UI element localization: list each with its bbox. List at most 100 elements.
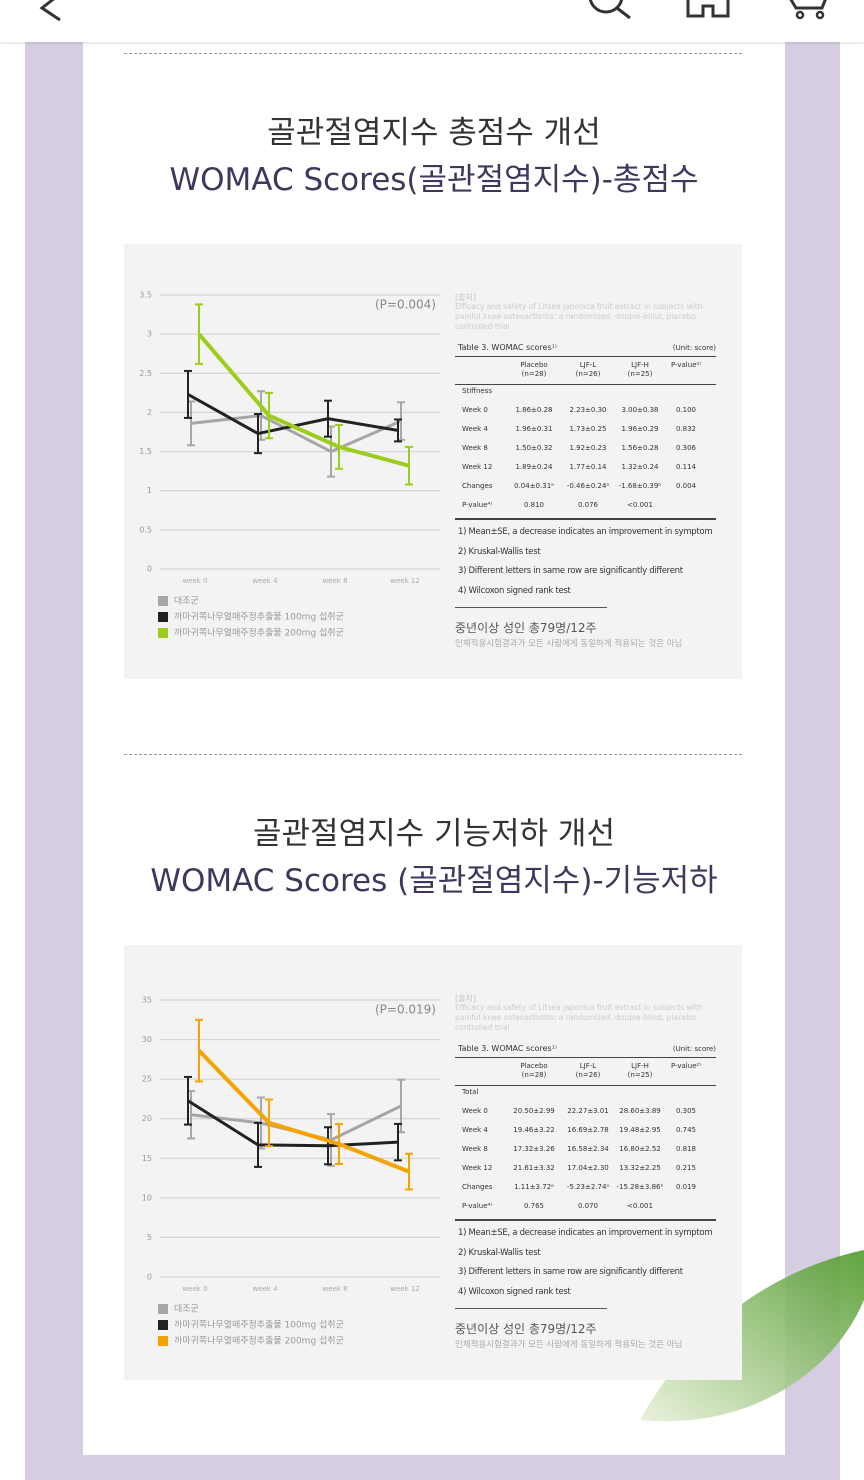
table-note: 3) Different letters in same row are sig… <box>458 566 683 576</box>
table-note: 2) Kruskal-Wallis test <box>458 1247 541 1258</box>
table-cell: 22.27±3.01 <box>567 1107 609 1115</box>
study-summary: 중년이상 성인 총79명/12주 <box>455 1322 597 1336</box>
table-cell: 13.32±2.25 <box>619 1164 661 1172</box>
table-cell: 0.832 <box>675 425 697 433</box>
table-note: 1) Mean±SE, a decrease indicates an impr… <box>458 1228 713 1238</box>
column-header: LJF-L <box>579 361 597 369</box>
row-label: P-value⁴⁾ <box>462 501 493 509</box>
y-tick-label: 30 <box>142 1035 152 1044</box>
table-cell: 0.114 <box>675 463 697 471</box>
table-cell: 0.076 <box>577 501 599 509</box>
table-rule <box>455 518 716 520</box>
y-tick-label: 15 <box>142 1154 152 1163</box>
y-tick-label: 0 <box>147 565 152 574</box>
error-bar <box>265 1098 273 1148</box>
legend-swatch <box>158 628 168 638</box>
table-cell: <0.001 <box>627 1202 653 1210</box>
table-cell: <0.001 <box>627 501 653 509</box>
column-header: P-value²⁾ <box>670 1062 702 1070</box>
table-note: 4) Wilcoxon signed rank test <box>458 585 571 596</box>
y-tick-label: 25 <box>142 1075 152 1084</box>
x-tick-label: week 12 <box>390 1285 420 1293</box>
search-button[interactable] <box>588 0 631 20</box>
chart: 0 0.5 1 1.5 2 2.5 3 3.5 week 0 week 4 week 8 week 1… <box>139 291 440 639</box>
column-header: Placebo <box>520 1062 548 1070</box>
back-button[interactable] <box>39 0 61 22</box>
table-cell: 1.77±0.14 <box>569 463 607 471</box>
section-title: 골관절염지수 총점수 개선 <box>267 115 601 151</box>
y-tick-label: 2.5 <box>139 369 152 378</box>
chart: 0 5 10 15 20 25 30 35 week 0 week 4 week 8 week 12 (… <box>142 996 440 1347</box>
table-cell: 1.56±0.28 <box>621 444 659 452</box>
column-header: (n=25) <box>627 1071 653 1079</box>
error-bar <box>195 303 203 365</box>
top-bar-icons <box>39 0 827 22</box>
y-tick-label: 0 <box>147 1273 152 1282</box>
column-header: LJF-L <box>579 1062 597 1070</box>
table-cell: 17.04±2.30 <box>567 1164 609 1172</box>
error-bar <box>195 1018 203 1083</box>
table-cell: 16.80±2.52 <box>619 1145 661 1153</box>
error-bar <box>324 1126 332 1166</box>
table-rule <box>455 1219 716 1221</box>
section-subtitle: WOMAC Scores (골관절염지수)-기능저하 <box>150 863 718 899</box>
x-tick-label: week 0 <box>182 577 207 585</box>
series-line <box>197 332 410 468</box>
annotation: (P=0.004) <box>375 298 436 312</box>
x-tick-label: week 0 <box>182 1285 207 1293</box>
table-cell: 0.100 <box>675 406 697 414</box>
column-header: P-value²⁾ <box>670 361 702 369</box>
legend-swatch <box>158 1304 168 1314</box>
row-label: Week 12 <box>462 463 493 471</box>
x-tick-label: week 12 <box>390 577 420 585</box>
disclaimer: 인체적용시험결과가 모든 사람에게 동일하게 적용되는 것은 아님 <box>455 639 683 649</box>
column-header: Placebo <box>520 361 548 369</box>
error-bar <box>405 1152 413 1191</box>
table-cell: 19.48±2.95 <box>619 1126 661 1134</box>
cart-button[interactable] <box>789 0 827 20</box>
error-bar <box>184 1075 192 1126</box>
row-label: Changes <box>462 482 493 490</box>
column-header: (n=28) <box>521 1071 547 1079</box>
x-tick-label: week 8 <box>322 1285 347 1293</box>
row-label: Week 4 <box>462 1126 488 1134</box>
figure-card: 0 0.5 1 1.5 2 2.5 3 3.5 week 0 week 4 week 8 week 1… <box>124 244 742 679</box>
table-cell: -15.28±3.86ᵇ <box>616 1183 664 1191</box>
section-subtitle: WOMAC Scores(골관절염지수)-총점수 <box>169 162 699 198</box>
table-unit: (Unit: score) <box>672 1045 716 1053</box>
note-rule <box>455 607 607 608</box>
table-cell: 1.96±0.31 <box>515 425 553 433</box>
column-header: (n=28) <box>521 370 547 378</box>
table-note: 4) Wilcoxon signed rank test <box>458 1286 571 1297</box>
column-header: (n=26) <box>575 1071 601 1079</box>
source-text: Efficacy and safety of Litsea japonica f… <box>455 1003 703 1032</box>
table-cell: 0.818 <box>675 1145 697 1153</box>
error-bar <box>184 369 192 419</box>
legend-swatch <box>158 1320 168 1330</box>
table-cell: 21.61±3.32 <box>513 1164 555 1172</box>
error-bar <box>394 1122 402 1162</box>
y-tick-label: 1 <box>147 486 152 495</box>
table-cell: 1.89±0.24 <box>515 463 553 471</box>
table-cell: 0.019 <box>675 1183 697 1191</box>
error-bar <box>254 412 262 455</box>
legend-label: 대조군 <box>174 1304 199 1315</box>
table-cell: 2.23±0.30 <box>569 406 607 414</box>
table-note: 1) Mean±SE, a decrease indicates an impr… <box>458 527 713 537</box>
disclaimer: 인체적용시험결과가 모든 사람에게 동일하게 적용되는 것은 아님 <box>455 1340 683 1350</box>
legend-label: 대조군 <box>174 596 199 607</box>
error-bar <box>324 399 332 438</box>
x-tick-label: week 4 <box>252 577 278 585</box>
row-label: Week 4 <box>462 425 488 433</box>
y-tick-label: 3 <box>147 330 152 339</box>
section-title: 골관절염지수 기능저하 개선 <box>253 816 615 852</box>
series-line <box>187 1099 399 1148</box>
table-cell: 1.86±0.28 <box>515 406 553 414</box>
table-cell: 20.50±2.99 <box>513 1107 555 1115</box>
row-label: Week 8 <box>462 1145 488 1153</box>
error-bar <box>335 423 343 470</box>
table-cell: 1.73±0.25 <box>569 425 607 433</box>
table-cell: 1.32±0.24 <box>621 463 659 471</box>
home-button[interactable] <box>686 0 730 18</box>
y-tick-label: 2 <box>147 408 152 417</box>
